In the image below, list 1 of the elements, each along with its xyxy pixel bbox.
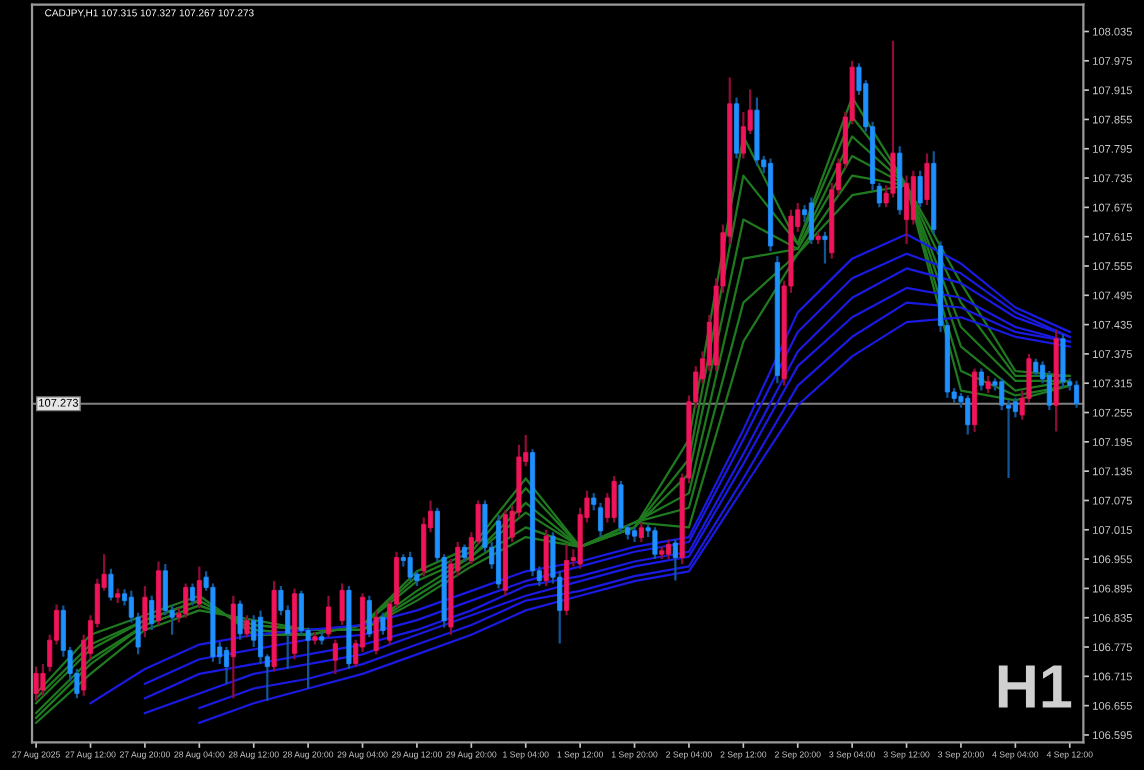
annotation: H1 <box>998 665 1072 708</box>
